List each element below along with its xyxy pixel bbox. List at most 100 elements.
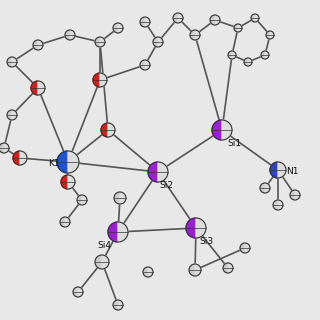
Wedge shape bbox=[248, 58, 252, 66]
Wedge shape bbox=[240, 243, 245, 253]
Wedge shape bbox=[120, 192, 126, 204]
Wedge shape bbox=[145, 60, 150, 70]
Wedge shape bbox=[143, 267, 148, 277]
Wedge shape bbox=[244, 58, 248, 66]
Wedge shape bbox=[195, 264, 201, 276]
Wedge shape bbox=[290, 190, 295, 200]
Circle shape bbox=[153, 37, 163, 47]
Wedge shape bbox=[38, 40, 43, 50]
Wedge shape bbox=[245, 243, 250, 253]
Wedge shape bbox=[251, 14, 255, 22]
Wedge shape bbox=[33, 40, 38, 50]
Wedge shape bbox=[77, 195, 82, 205]
Circle shape bbox=[95, 255, 109, 269]
Circle shape bbox=[244, 58, 252, 66]
Circle shape bbox=[228, 51, 236, 59]
Wedge shape bbox=[118, 23, 123, 33]
Wedge shape bbox=[210, 15, 215, 25]
Wedge shape bbox=[95, 37, 100, 47]
Circle shape bbox=[60, 217, 70, 227]
Wedge shape bbox=[38, 81, 45, 95]
Circle shape bbox=[33, 40, 43, 50]
Wedge shape bbox=[228, 263, 233, 273]
Wedge shape bbox=[108, 123, 115, 137]
Wedge shape bbox=[113, 23, 118, 33]
Text: N1: N1 bbox=[286, 167, 298, 177]
Circle shape bbox=[77, 195, 87, 205]
Circle shape bbox=[108, 222, 128, 242]
Circle shape bbox=[290, 190, 300, 200]
Circle shape bbox=[113, 23, 123, 33]
Wedge shape bbox=[153, 37, 158, 47]
Wedge shape bbox=[173, 13, 178, 23]
Wedge shape bbox=[232, 51, 236, 59]
Wedge shape bbox=[7, 110, 12, 120]
Circle shape bbox=[270, 162, 286, 178]
Circle shape bbox=[186, 218, 206, 238]
Wedge shape bbox=[114, 192, 120, 204]
Wedge shape bbox=[158, 37, 163, 47]
Wedge shape bbox=[189, 264, 195, 276]
Text: Si4: Si4 bbox=[97, 242, 111, 251]
Wedge shape bbox=[145, 17, 150, 27]
Wedge shape bbox=[238, 24, 242, 32]
Wedge shape bbox=[265, 183, 270, 193]
Wedge shape bbox=[195, 30, 200, 40]
Circle shape bbox=[251, 14, 259, 22]
Wedge shape bbox=[212, 120, 222, 140]
Circle shape bbox=[140, 17, 150, 27]
Circle shape bbox=[7, 57, 17, 67]
Circle shape bbox=[234, 24, 242, 32]
Text: Si2: Si2 bbox=[159, 181, 173, 190]
Wedge shape bbox=[196, 218, 206, 238]
Wedge shape bbox=[228, 51, 232, 59]
Circle shape bbox=[114, 192, 126, 204]
Wedge shape bbox=[178, 13, 183, 23]
Wedge shape bbox=[12, 57, 17, 67]
Wedge shape bbox=[260, 183, 265, 193]
Wedge shape bbox=[20, 151, 27, 165]
Circle shape bbox=[148, 162, 168, 182]
Circle shape bbox=[93, 73, 107, 87]
Circle shape bbox=[240, 243, 250, 253]
Wedge shape bbox=[255, 14, 259, 22]
Circle shape bbox=[212, 120, 232, 140]
Circle shape bbox=[7, 110, 17, 120]
Wedge shape bbox=[101, 123, 108, 137]
Circle shape bbox=[0, 143, 9, 153]
Wedge shape bbox=[70, 30, 75, 40]
Circle shape bbox=[190, 30, 200, 40]
Wedge shape bbox=[266, 31, 270, 39]
Wedge shape bbox=[118, 222, 128, 242]
Circle shape bbox=[210, 15, 220, 25]
Wedge shape bbox=[222, 120, 232, 140]
Wedge shape bbox=[100, 37, 105, 47]
Circle shape bbox=[261, 51, 269, 59]
Wedge shape bbox=[65, 217, 70, 227]
Wedge shape bbox=[95, 255, 102, 269]
Circle shape bbox=[143, 267, 153, 277]
Circle shape bbox=[173, 13, 183, 23]
Wedge shape bbox=[223, 263, 228, 273]
Wedge shape bbox=[295, 190, 300, 200]
Circle shape bbox=[101, 123, 115, 137]
Circle shape bbox=[266, 31, 274, 39]
Circle shape bbox=[31, 81, 45, 95]
Wedge shape bbox=[270, 31, 274, 39]
Wedge shape bbox=[60, 217, 65, 227]
Wedge shape bbox=[190, 30, 195, 40]
Wedge shape bbox=[82, 195, 87, 205]
Wedge shape bbox=[0, 143, 4, 153]
Wedge shape bbox=[140, 60, 145, 70]
Wedge shape bbox=[61, 175, 68, 189]
Wedge shape bbox=[57, 151, 68, 173]
Wedge shape bbox=[13, 151, 20, 165]
Wedge shape bbox=[118, 300, 123, 310]
Wedge shape bbox=[215, 15, 220, 25]
Circle shape bbox=[273, 200, 283, 210]
Wedge shape bbox=[102, 255, 109, 269]
Wedge shape bbox=[4, 143, 9, 153]
Wedge shape bbox=[270, 162, 278, 178]
Wedge shape bbox=[234, 24, 238, 32]
Wedge shape bbox=[148, 162, 158, 182]
